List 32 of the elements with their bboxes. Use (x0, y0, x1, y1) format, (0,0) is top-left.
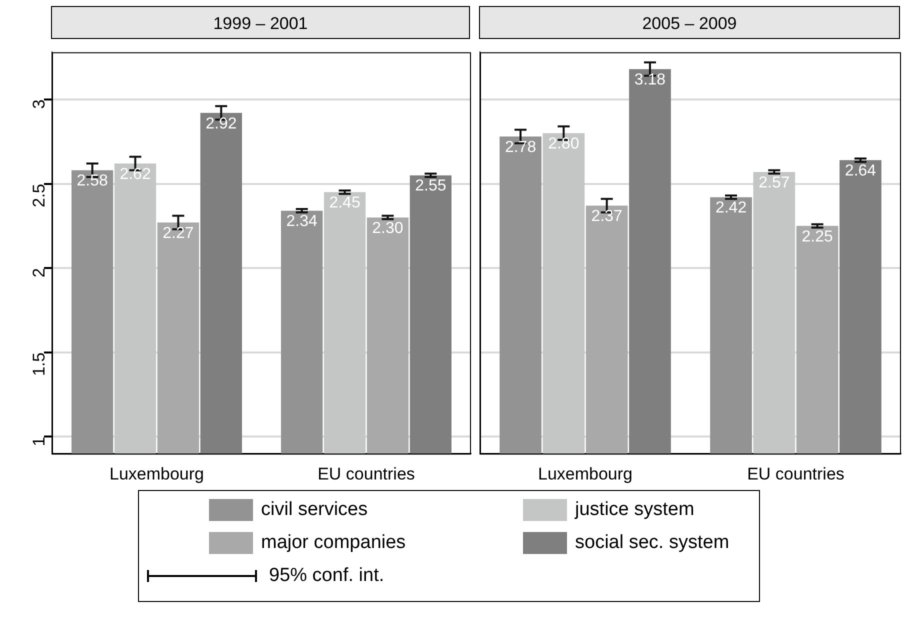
data-label: 2.80 (548, 136, 580, 153)
y-tick-label: 3 (30, 99, 49, 109)
legend-label: civil services (261, 499, 368, 521)
chart-title: 1999 – 2001 (51, 6, 470, 39)
data-label: 2.42 (715, 200, 747, 217)
legend-label: social sec. system (575, 532, 730, 554)
data-label: 2.62 (120, 166, 151, 183)
data-label: 2.30 (372, 220, 404, 237)
data-label: 2.78 (504, 138, 536, 156)
text: 95% conf. int. (269, 565, 384, 587)
legend-label: major companies (261, 532, 406, 554)
data-label: 2.57 (758, 174, 790, 192)
data-label: 2.64 (844, 162, 876, 180)
data-label: 2.92 (206, 115, 237, 132)
x-tick-label: Luxembourg (109, 464, 204, 484)
data-label: 2.58 (76, 172, 108, 190)
y-tick-label: 1 (30, 436, 49, 446)
data-label: 2.55 (415, 178, 446, 195)
y-tick-label: 2.5 (30, 184, 49, 208)
y-tick-label: 2 (30, 268, 49, 278)
chart-title: 2005 – 2009 (479, 6, 900, 39)
x-tick-label: Luxembourg (538, 464, 633, 484)
legend-label: justice system (575, 499, 694, 521)
data-label: 2.34 (286, 213, 318, 230)
data-label: 2.45 (329, 194, 360, 212)
data-label: 3.18 (634, 71, 666, 88)
y-tick-label: 1.5 (30, 352, 49, 376)
data-label: 2.27 (162, 224, 194, 242)
x-tick-label: EU countries (747, 464, 844, 484)
data-label: 2.25 (802, 228, 833, 246)
data-label: 2.37 (591, 208, 622, 226)
x-tick-label: EU countries (318, 464, 415, 484)
